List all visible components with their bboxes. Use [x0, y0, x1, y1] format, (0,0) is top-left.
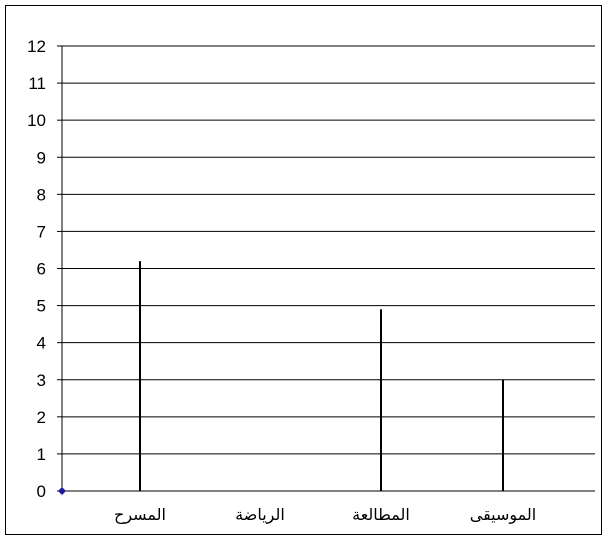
origin-marker	[58, 487, 66, 495]
y-tick-label: 7	[37, 222, 46, 241]
y-tick-label: 2	[37, 408, 46, 427]
y-tick-label: 1	[37, 445, 46, 464]
y-tick-label: 12	[27, 37, 46, 56]
x-category-label: الرياضة	[235, 505, 285, 525]
y-tick-label: 9	[37, 148, 46, 167]
x-category-label: المطالعة	[352, 505, 410, 524]
bars	[139, 261, 504, 491]
axes	[57, 45, 595, 492]
y-tick-label: 11	[28, 74, 46, 93]
x-category-label: الموسيقى	[470, 505, 537, 525]
x-category-label: المسرح	[114, 505, 166, 525]
y-tick-label: 0	[37, 482, 46, 501]
x-axis-category-labels: المسرح الرياضة المطالعة الموسيقى	[114, 505, 536, 525]
y-tick-label: 5	[37, 297, 46, 316]
y-tick-label: 4	[37, 334, 46, 353]
gridlines	[62, 45, 595, 455]
origin-marker-layer	[58, 487, 66, 495]
y-tick-label: 6	[37, 260, 46, 279]
y-tick-label: 10	[27, 111, 46, 130]
y-tick-label: 8	[37, 185, 46, 204]
y-tick-label: 3	[37, 371, 46, 390]
